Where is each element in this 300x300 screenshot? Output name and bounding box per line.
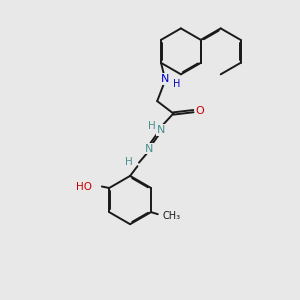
Text: N: N bbox=[161, 74, 169, 84]
Text: H: H bbox=[148, 122, 155, 131]
Text: H: H bbox=[125, 157, 133, 167]
Text: O: O bbox=[196, 106, 204, 116]
Text: N: N bbox=[145, 143, 153, 154]
Text: H: H bbox=[173, 79, 180, 89]
Text: HO: HO bbox=[76, 182, 91, 191]
Text: CH₃: CH₃ bbox=[162, 211, 180, 221]
Text: N: N bbox=[157, 125, 165, 135]
